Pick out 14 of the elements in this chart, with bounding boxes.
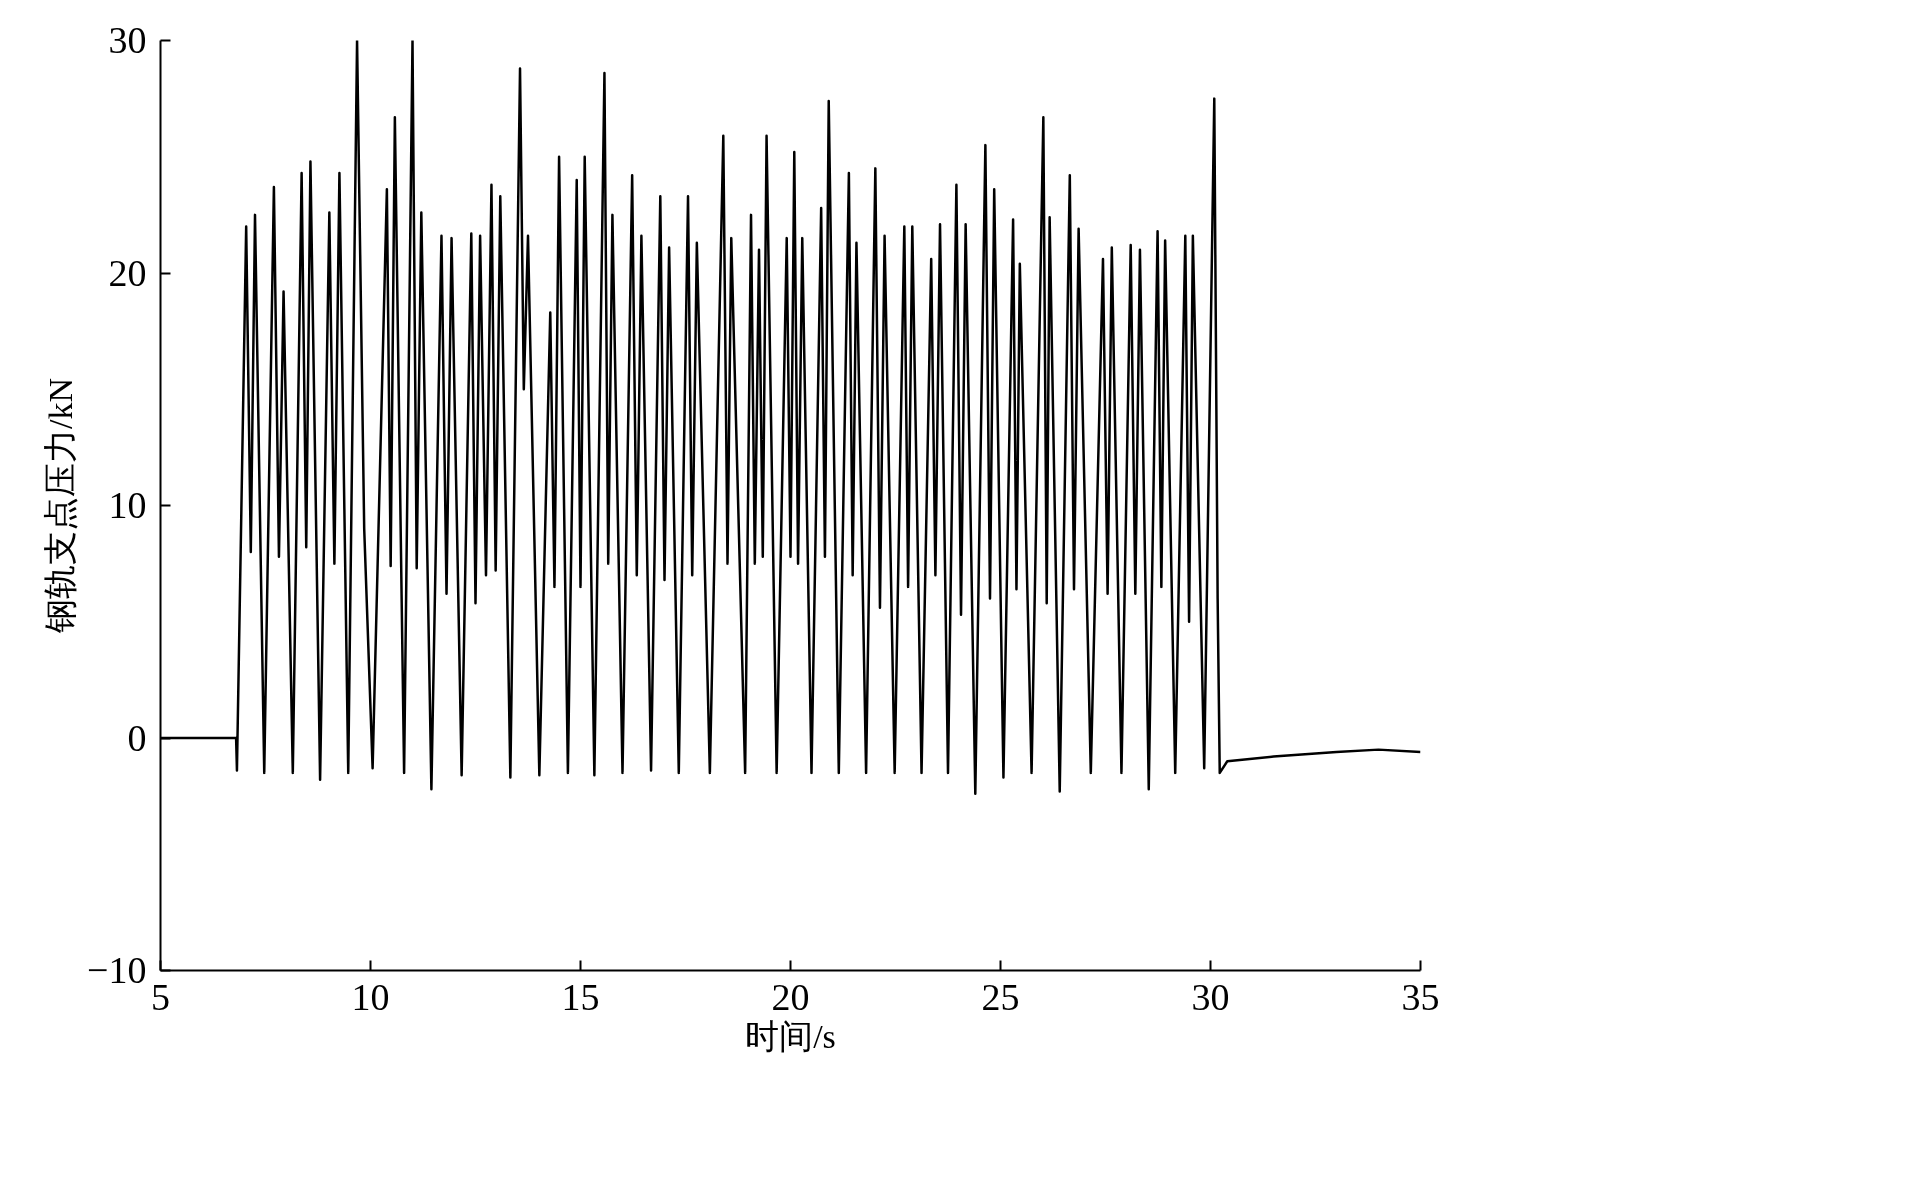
x-axis-title: 时间/s xyxy=(745,1017,836,1055)
y-tick-label: 30 xyxy=(108,19,147,61)
y-tick-label: 20 xyxy=(108,251,147,294)
x-tick-label: 30 xyxy=(1191,975,1230,1018)
x-tick-label: 35 xyxy=(1401,975,1440,1018)
y-tick-label: −10 xyxy=(87,949,147,991)
x-tick-label: 10 xyxy=(351,975,390,1018)
x-tick-label: 20 xyxy=(771,975,810,1018)
x-tick-label: 25 xyxy=(981,975,1020,1018)
y-axis-title: 钢轨支点压力/kN xyxy=(42,378,80,634)
y-tick-label: 0 xyxy=(127,716,147,759)
y-tick-label: 10 xyxy=(108,484,147,526)
x-tick-label: 15 xyxy=(561,975,600,1018)
x-tick-label: 5 xyxy=(151,975,170,1018)
